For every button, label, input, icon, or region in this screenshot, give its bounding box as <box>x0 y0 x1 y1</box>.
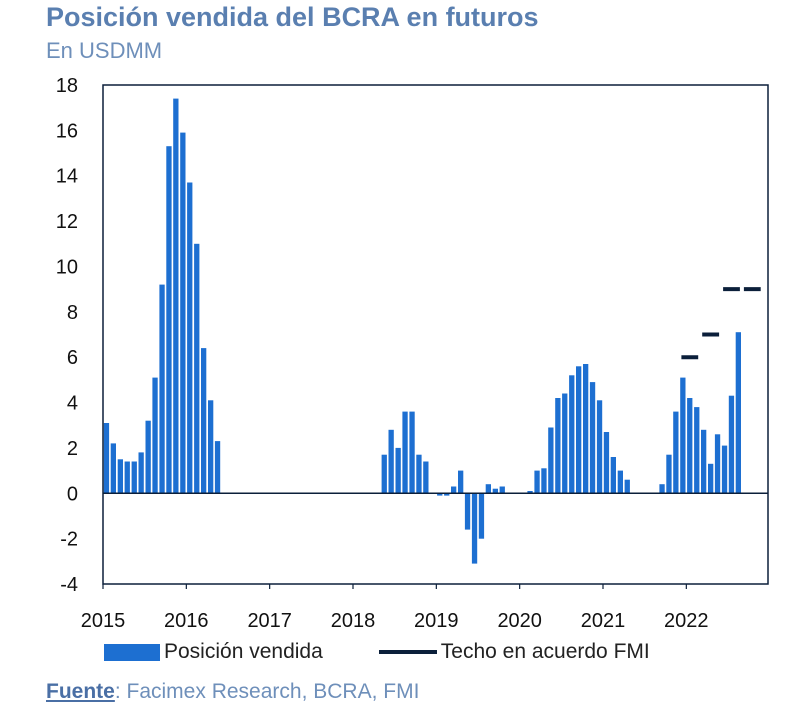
y-tick-label: 0 <box>67 483 78 505</box>
bar-25 <box>437 493 443 496</box>
x-tick-label: 2016 <box>164 610 209 632</box>
bar-23 <box>416 454 422 494</box>
bar-41 <box>569 375 575 494</box>
x-ticks: 2015 2016 2017 2018 2019 2020 2021 2022 <box>81 584 709 632</box>
bar-16 <box>214 441 221 494</box>
x-tick-label: 2021 <box>581 610 626 632</box>
bar-27 <box>451 486 457 494</box>
bar-14 <box>201 348 207 494</box>
bar-32 <box>485 484 491 494</box>
bar-29 <box>464 493 471 530</box>
bar-12 <box>187 182 193 494</box>
bar-61 <box>735 332 741 494</box>
chart-subtitle: En USDMM <box>46 38 163 63</box>
bar-30 <box>471 493 478 564</box>
x-tick-label: 2019 <box>414 610 459 632</box>
bar-53 <box>680 377 686 494</box>
bar-38 <box>548 427 554 494</box>
axis-layer <box>102 84 769 585</box>
bar-59 <box>721 445 728 494</box>
bar-9 <box>166 146 172 494</box>
source-note: Fuente: Facimex Research, BCRA, FMI <box>46 680 419 704</box>
bar-51 <box>666 454 672 494</box>
bar-45 <box>596 400 603 494</box>
bar-20 <box>395 447 401 494</box>
bar-57 <box>708 463 714 494</box>
y-tick-label: 4 <box>67 393 78 415</box>
legend-bar-label: Posición vendida <box>164 640 323 663</box>
bar-58 <box>714 434 721 494</box>
bar-5 <box>138 452 144 494</box>
bar-34 <box>499 486 505 494</box>
y-tick-label: 18 <box>56 75 78 97</box>
bar-54 <box>687 398 693 494</box>
bar-55 <box>694 407 700 494</box>
bar-11 <box>180 132 186 494</box>
bar-6 <box>145 420 151 494</box>
bar-60 <box>728 395 735 494</box>
x-tick-label: 2022 <box>664 610 709 632</box>
bar-24 <box>423 461 429 494</box>
x-tick-label: 2018 <box>331 610 376 632</box>
bar-13 <box>194 243 200 494</box>
bar-15 <box>208 400 214 494</box>
y-tick-label: 16 <box>56 120 78 142</box>
bar-52 <box>673 411 679 494</box>
bar-49 <box>624 479 630 494</box>
bar-47 <box>610 457 616 494</box>
bar-4 <box>131 461 137 494</box>
y-tick-label: 8 <box>67 302 78 324</box>
x-tick-label: 2017 <box>247 610 292 632</box>
source-text: : Facimex Research, BCRA, FMI <box>114 680 420 703</box>
legend-line-swatch <box>378 650 437 654</box>
bar-35 <box>527 491 533 494</box>
bar-18 <box>381 454 387 494</box>
bar-36 <box>534 470 540 494</box>
bar-2 <box>117 459 123 494</box>
bar-39 <box>555 398 561 494</box>
bar-8 <box>159 284 165 494</box>
bar-22 <box>409 411 415 494</box>
x-tick-label: 2020 <box>497 610 542 632</box>
y-tick-label: 6 <box>67 347 78 369</box>
source-label: Fuente <box>46 680 115 703</box>
y-tick-label: 12 <box>56 211 78 233</box>
legend-line-label: Techo en acuerdo FMI <box>440 640 650 663</box>
y-tick-label: 14 <box>56 166 78 188</box>
legend-bar-swatch <box>104 643 160 661</box>
bar-42 <box>576 366 582 494</box>
bar-50 <box>659 484 665 494</box>
x-tick-label: 2015 <box>81 610 126 632</box>
ceiling-layer <box>681 287 761 360</box>
plot-frame <box>102 84 769 585</box>
bar-26 <box>444 493 450 496</box>
bar-46 <box>603 432 610 494</box>
bar-28 <box>458 470 464 494</box>
bars-layer <box>103 98 741 564</box>
bar-10 <box>173 98 179 494</box>
bar-1 <box>110 443 116 494</box>
chart-title: Posición vendida del BCRA en futuros <box>46 2 539 32</box>
bar-0 <box>103 423 110 494</box>
y-tick-label: -4 <box>60 574 78 596</box>
bar-31 <box>478 493 485 539</box>
bar-33 <box>492 488 498 494</box>
bar-40 <box>562 393 568 494</box>
bar-48 <box>617 470 623 494</box>
bar-19 <box>388 429 394 494</box>
bar-3 <box>124 461 130 494</box>
bar-56 <box>701 429 707 494</box>
y-tick-label: -2 <box>60 529 78 551</box>
bar-37 <box>541 468 547 494</box>
bar-21 <box>402 411 408 494</box>
y-ticks: 18 16 14 12 10 8 6 4 2 0 -2 -4 <box>56 75 78 596</box>
y-tick-label: 10 <box>56 257 78 279</box>
bar-7 <box>152 377 158 494</box>
y-tick-label: 2 <box>67 438 78 460</box>
bar-44 <box>589 382 596 494</box>
bar-43 <box>583 364 589 494</box>
legend: Posición vendida Techo en acuerdo FMI <box>104 638 650 666</box>
